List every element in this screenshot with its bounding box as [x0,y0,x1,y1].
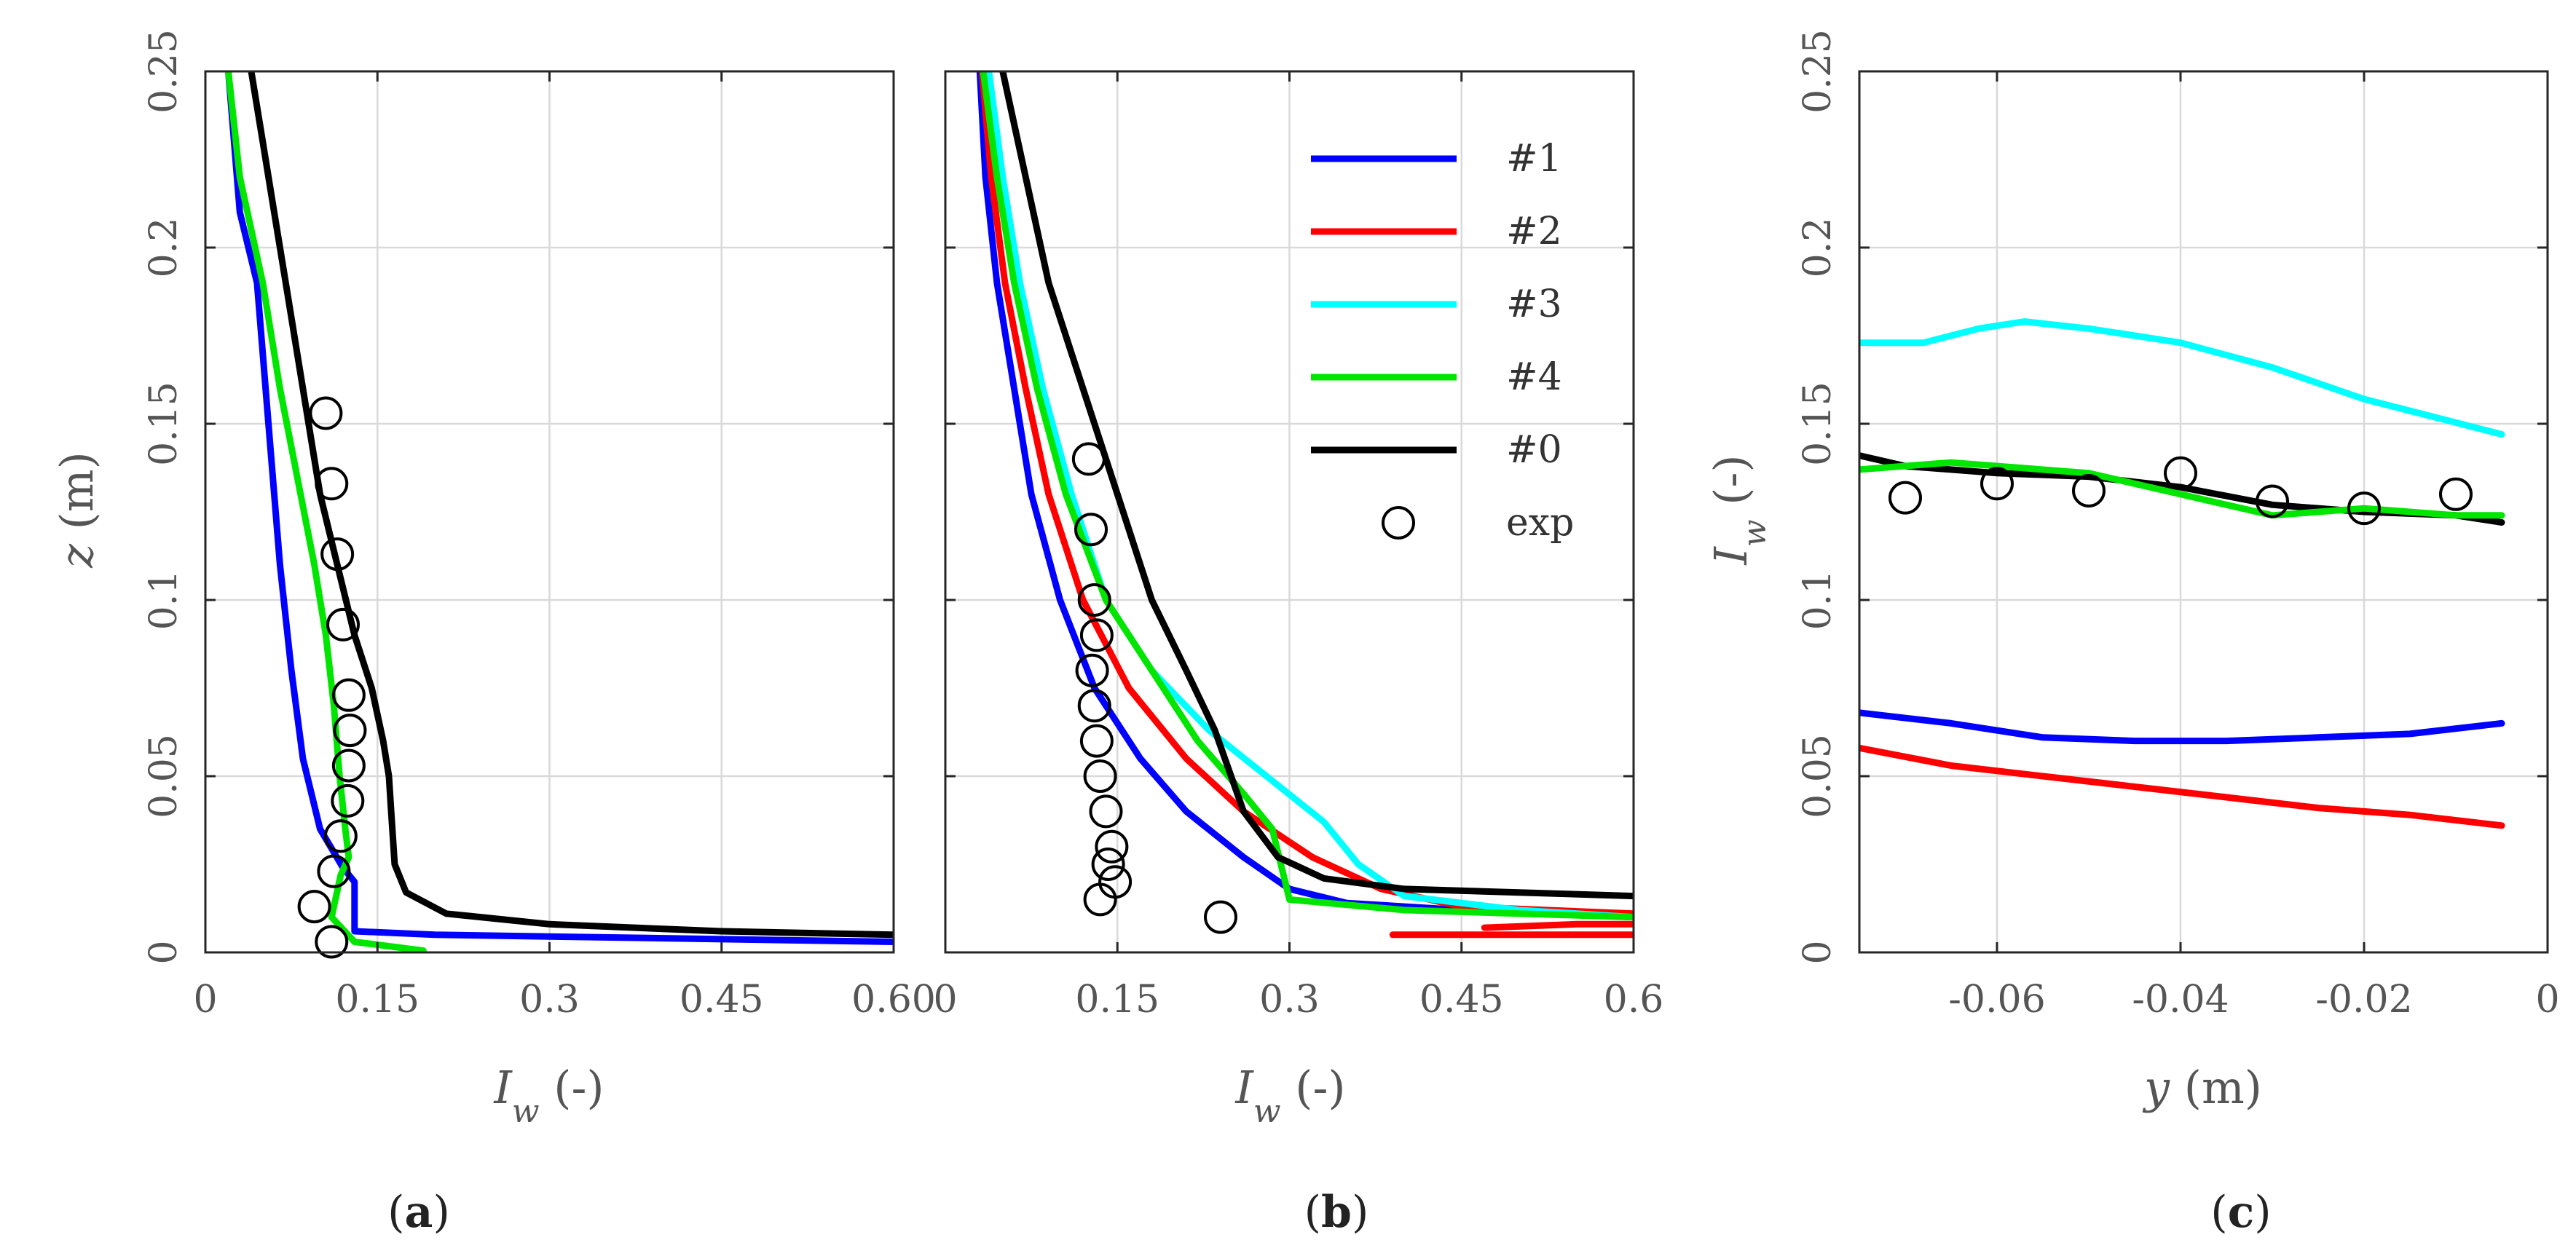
panel-label: (c) [2210,1187,2271,1238]
series-line-n4 [980,71,1634,921]
panel-b: 0 0.15 0.3 0.45 0.6 Iw (-) (b) #1 #2 #3 #4 #0 exp [933,70,1664,1238]
y-tick-label: 0.1 [142,570,186,631]
x-tick-label: -0.04 [2132,978,2229,1022]
exp-marker [1074,513,1108,547]
exp-marker [2439,477,2473,511]
legend-label: #1 [1506,137,1562,181]
series-line-n1 [225,71,894,945]
x-tick-label: 0.3 [519,978,580,1022]
exp-marker [331,678,366,712]
series-group [225,71,894,952]
series-line-n2 [1481,920,1634,931]
axes-frame [1858,70,2549,954]
exp-marker [2347,491,2381,526]
exp-marker [331,749,366,783]
series-line-n1 [1859,709,2505,745]
panel-c: -0.06 -0.04 -0.02 0 0 0.05 0.1 0.15 0.2 0.25 y (m)… [1704,29,2560,1238]
y-tick-label: 0.05 [142,734,186,818]
y-tick-label: 0.15 [1796,382,1840,466]
exp-marker [1089,794,1123,829]
x-tick-label: 0 [2535,978,2559,1022]
x-axis-label: y (m) [2142,1061,2262,1114]
exp-marker [1077,689,1111,723]
exp-marker [1079,618,1114,652]
y-tick-label: 0.15 [142,382,186,466]
y-axis-label: z (m) [50,451,103,569]
panel-label: (a) [387,1187,450,1238]
exp-marker [1095,829,1129,864]
series-line-n0 [999,71,1634,900]
series-line-n3 [1859,318,2505,438]
legend-label: #0 [1506,428,1562,472]
panel-a: 0 0.15 0.3 0.45 0.60 0 0.05 0.1 0.15 0.2 0.25 Iw (-… [50,29,936,1238]
y-tick-label: 0.1 [1796,570,1840,631]
y-tick-label: 0.25 [142,29,186,114]
exp-marker [315,467,349,501]
exp-marker [320,537,355,572]
exp-marker [1091,848,1125,881]
exp-marker [1980,467,2014,501]
legend-label: #4 [1506,355,1562,399]
legend-label: #3 [1506,283,1562,326]
exp-marker [323,819,358,853]
series-line-n0 [248,71,894,939]
legend: #1 #2 #3 #4 #0 exp [1311,137,1574,545]
exp-marker [1083,759,1117,793]
x-tick-label: 0.15 [335,978,420,1022]
series-line-n4 [1859,459,2505,519]
exp-marker [1071,442,1106,476]
y-tick-label: 0 [142,940,186,964]
legend-label: #2 [1506,210,1562,253]
x-tick-label: 0 [193,978,217,1022]
exp-marker [297,890,331,924]
exp-marker [2256,484,2289,518]
x-axis-label: Iw (-) [493,1061,604,1130]
y-tick-label: 0.2 [1796,218,1840,278]
x-tick-label: 0.15 [1075,978,1159,1022]
exp-marker [1083,882,1117,917]
exp-marker [317,854,351,888]
exp-marker [2164,456,2197,490]
exp-marker [333,714,367,748]
exp-marker [1075,653,1109,687]
x-tick-label: -0.06 [1948,978,2045,1022]
legend-label: exp [1506,501,1574,545]
x-tick-label: 0.60 [851,978,936,1022]
y-axis-label: Iw (-) [1704,454,1773,565]
series-group [976,71,1634,939]
exp-marker [315,925,349,959]
legend-marker [1382,506,1415,540]
x-tick-label: 0.45 [680,978,764,1022]
y-tick-label: 0 [1796,940,1840,964]
x-tick-label: 0.6 [1604,978,1664,1022]
exp-marker [1079,724,1114,758]
y-tick-label: 0.25 [1796,29,1840,114]
x-axis-label: Iw (-) [1234,1061,1345,1130]
exp-marker [1888,481,1922,515]
x-tick-label: -0.02 [2315,978,2412,1022]
x-tick-label: 0 [933,978,957,1022]
exp-marker [309,396,343,430]
exp-marker [326,607,360,641]
series-line-n2 [1859,744,2505,829]
panel-label: (b) [1304,1187,1369,1238]
exp-marker [1204,900,1237,934]
exp-marker [331,783,365,818]
exp-marker [2072,473,2106,507]
y-tick-label: 0.2 [142,218,186,278]
y-tick-label: 0.05 [1796,734,1840,818]
x-tick-label: 0.45 [1419,978,1504,1022]
series-line-n4 [225,71,427,952]
exp-marker [1077,583,1111,617]
x-tick-label: 0.3 [1259,978,1320,1022]
